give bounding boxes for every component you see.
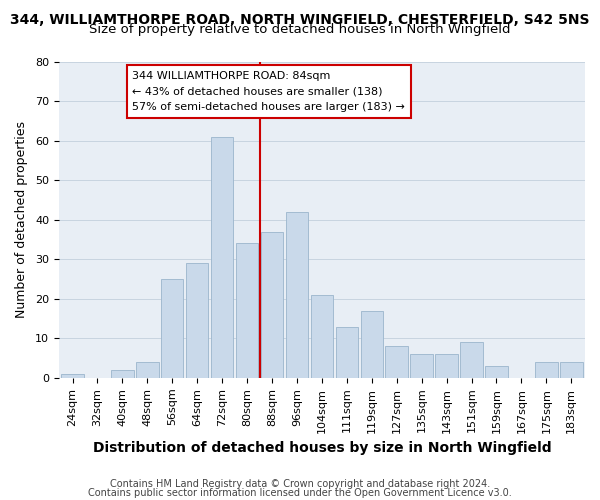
Text: 344, WILLIAMTHORPE ROAD, NORTH WINGFIELD, CHESTERFIELD, S42 5NS: 344, WILLIAMTHORPE ROAD, NORTH WINGFIELD… [10,12,590,26]
Bar [236,244,259,378]
Y-axis label: Number of detached properties: Number of detached properties [15,121,28,318]
Bar [335,326,358,378]
Bar [311,295,333,378]
Bar [136,362,158,378]
Bar [261,232,283,378]
Bar [61,374,84,378]
Bar [560,362,583,378]
Bar [186,263,208,378]
Bar [436,354,458,378]
Text: Contains HM Land Registry data © Crown copyright and database right 2024.: Contains HM Land Registry data © Crown c… [110,479,490,489]
Bar [410,354,433,378]
Bar [211,136,233,378]
Bar [111,370,134,378]
Bar [385,346,408,378]
Bar [161,279,184,378]
Bar [535,362,557,378]
Text: Size of property relative to detached houses in North Wingfield: Size of property relative to detached ho… [89,22,511,36]
X-axis label: Distribution of detached houses by size in North Wingfield: Distribution of detached houses by size … [92,441,551,455]
Bar [460,342,483,378]
Bar [485,366,508,378]
Bar [361,310,383,378]
Text: 344 WILLIAMTHORPE ROAD: 84sqm
← 43% of detached houses are smaller (138)
57% of : 344 WILLIAMTHORPE ROAD: 84sqm ← 43% of d… [133,71,406,112]
Text: Contains public sector information licensed under the Open Government Licence v3: Contains public sector information licen… [88,488,512,498]
Bar [286,212,308,378]
